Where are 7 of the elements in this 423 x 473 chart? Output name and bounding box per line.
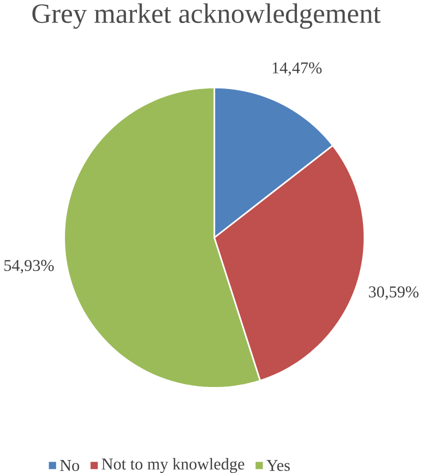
data-label: 30,59% <box>369 286 419 300</box>
legend-label: Yes <box>266 460 290 471</box>
data-label: 14,47% <box>272 62 322 76</box>
legend-label: No <box>60 460 80 471</box>
data-label: 54,93% <box>4 260 54 274</box>
legend-label: Not to my knowledge <box>102 458 244 473</box>
chart-title: Grey market acknowledgement <box>32 3 381 29</box>
